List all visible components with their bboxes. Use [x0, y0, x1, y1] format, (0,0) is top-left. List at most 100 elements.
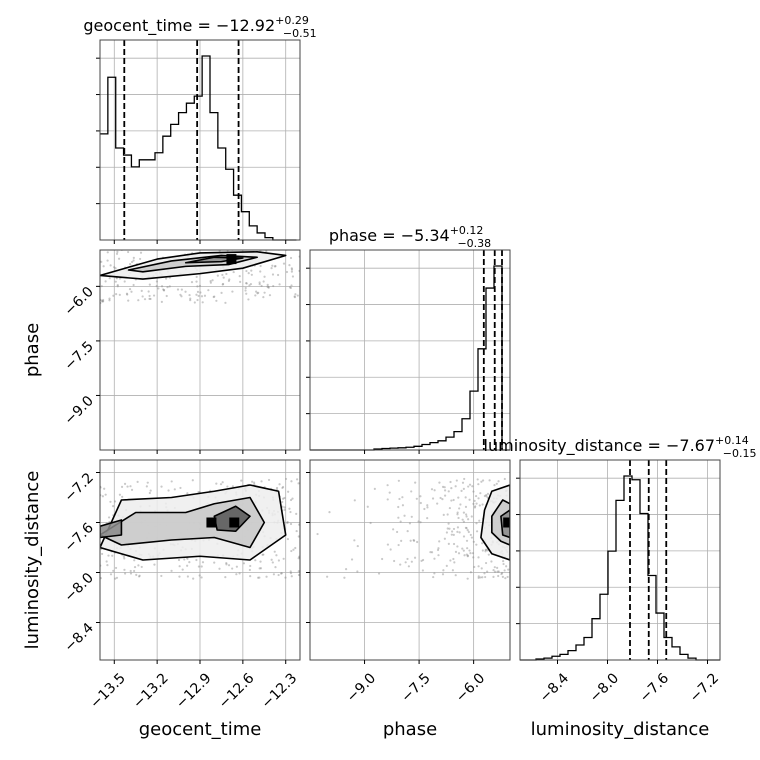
- scatter-point: [386, 543, 390, 546]
- scatter-point: [103, 487, 106, 490]
- scatter-point: [148, 283, 151, 286]
- x-tick-label: −8.0: [587, 670, 622, 705]
- scatter-point: [266, 283, 269, 286]
- scatter-point: [447, 522, 450, 525]
- scatter-point: [189, 242, 191, 244]
- scatter-point: [148, 294, 151, 298]
- scatter-point: [419, 495, 422, 498]
- scatter-point: [123, 482, 127, 485]
- scatter-point: [436, 548, 440, 552]
- scatter-point: [247, 272, 250, 275]
- scatter-point: [465, 539, 469, 542]
- scatter-point: [470, 536, 474, 539]
- scatter-point: [437, 547, 440, 550]
- scatter-point: [191, 479, 194, 482]
- scatter-point: [477, 575, 480, 578]
- scatter-point: [258, 283, 261, 286]
- scatter-point: [399, 563, 402, 566]
- scatter-point: [184, 246, 186, 248]
- scatter-point: [477, 556, 480, 559]
- scatter-point: [176, 243, 178, 245]
- scatter-point: [455, 479, 458, 482]
- scatter-point: [277, 559, 280, 562]
- scatter-point: [419, 521, 422, 524]
- ylabel-luminosity-distance: luminosity_distance: [22, 471, 43, 650]
- scatter-point: [111, 504, 115, 508]
- scatter-point: [492, 569, 495, 572]
- scatter-point: [295, 529, 298, 533]
- x-tick-label: −7.2: [687, 670, 722, 705]
- scatter-point: [462, 520, 465, 523]
- scatter-point: [286, 521, 289, 525]
- scatter-point: [456, 513, 459, 516]
- scatter-point: [465, 553, 468, 556]
- scatter-point: [258, 576, 261, 579]
- scatter-point: [258, 567, 261, 570]
- scatter-point: [446, 527, 449, 530]
- density-peak: [503, 517, 510, 528]
- scatter-point: [420, 559, 423, 562]
- scatter-point: [115, 277, 119, 280]
- scatter-point: [222, 276, 225, 279]
- scatter-point: [492, 575, 495, 578]
- scatter-point: [118, 293, 121, 296]
- scatter-point: [450, 487, 453, 490]
- scatter-point: [484, 575, 487, 579]
- scatter-point: [404, 561, 407, 564]
- scatter-point: [356, 570, 359, 573]
- scatter-point: [195, 293, 198, 296]
- scatter-point: [460, 489, 463, 492]
- scatter-point: [123, 568, 126, 571]
- scatter-point: [271, 264, 274, 267]
- scatter-point: [272, 284, 275, 288]
- scatter-point: [181, 568, 184, 571]
- scatter-point: [490, 560, 493, 563]
- scatter-point: [137, 564, 140, 567]
- density-layer: [100, 477, 300, 580]
- scatter-point: [112, 294, 115, 297]
- scatter-point: [414, 481, 417, 484]
- scatter-point: [478, 504, 481, 507]
- scatter-point: [136, 480, 139, 483]
- scatter-point: [479, 576, 482, 579]
- scatter-point: [500, 572, 503, 576]
- scatter-point: [133, 246, 135, 248]
- scatter-point: [293, 295, 296, 298]
- scatter-point: [180, 295, 183, 298]
- scatter-point: [480, 480, 483, 483]
- scatter-point: [441, 485, 445, 489]
- panel-border: [309, 459, 511, 661]
- scatter-point: [289, 498, 293, 502]
- scatter-point: [464, 505, 468, 508]
- scatter-point: [179, 486, 182, 490]
- scatter-point: [356, 544, 359, 548]
- scatter-point: [503, 477, 506, 481]
- scatter-point: [178, 565, 181, 568]
- scatter-point: [297, 535, 300, 538]
- scatter-point: [433, 557, 436, 560]
- scatter-point: [106, 259, 109, 262]
- scatter-point: [115, 576, 119, 579]
- scatter-point: [196, 285, 199, 288]
- scatter-point: [130, 260, 134, 264]
- scatter-point: [160, 574, 163, 578]
- scatter-point: [226, 485, 229, 488]
- scatter-point: [123, 280, 126, 283]
- panel-border: [519, 459, 721, 661]
- scatter-point: [463, 477, 466, 481]
- scatter-point: [146, 481, 149, 484]
- scatter-point: [441, 573, 445, 576]
- scatter-point: [472, 556, 475, 559]
- scatter-point: [280, 572, 283, 575]
- scatter-point: [116, 285, 119, 288]
- scatter-point: [373, 487, 376, 490]
- scatter-point: [467, 518, 470, 521]
- scatter-point: [105, 560, 108, 563]
- scatter-point: [488, 479, 491, 482]
- scatter-point: [121, 495, 124, 498]
- scatter-point: [421, 569, 424, 572]
- scatter-point: [483, 572, 486, 575]
- x-tick-label: −7.6: [637, 670, 672, 705]
- scatter-point: [270, 558, 273, 561]
- scatter-point: [160, 300, 163, 303]
